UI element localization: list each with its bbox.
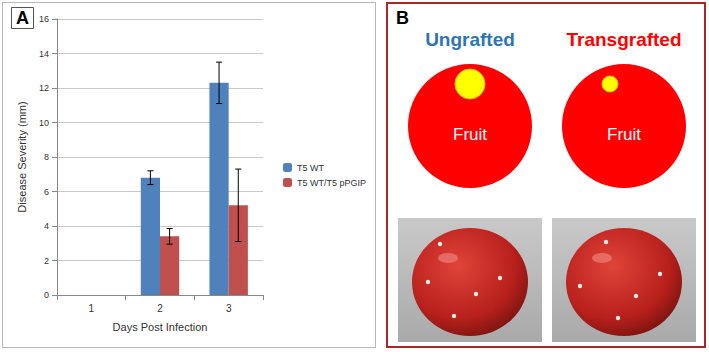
- svg-text:T5 WT/T5 pPGIP: T5 WT/T5 pPGIP: [297, 178, 366, 188]
- svg-text:B: B: [396, 8, 409, 28]
- svg-text:0: 0: [44, 290, 49, 300]
- svg-text:8: 8: [44, 152, 49, 162]
- svg-text:Fruit: Fruit: [453, 125, 487, 144]
- svg-text:1: 1: [89, 303, 95, 314]
- svg-text:16: 16: [39, 14, 49, 24]
- svg-text:12: 12: [39, 83, 49, 93]
- svg-text:A: A: [16, 8, 29, 28]
- svg-text:2: 2: [157, 303, 163, 314]
- svg-text:10: 10: [39, 118, 49, 128]
- svg-text:4: 4: [44, 221, 49, 231]
- svg-text:14: 14: [39, 49, 49, 59]
- svg-text:2: 2: [44, 256, 49, 266]
- svg-text:Transgrafted: Transgrafted: [566, 29, 681, 50]
- svg-text:Days Post Infection: Days Post Infection: [113, 321, 208, 333]
- svg-text:Ungrafted: Ungrafted: [425, 29, 515, 50]
- svg-text:T5 WT: T5 WT: [297, 163, 324, 173]
- svg-text:Disease Severity (mm): Disease Severity (mm): [16, 101, 28, 212]
- svg-text:3: 3: [226, 303, 232, 314]
- svg-text:Fruit: Fruit: [607, 125, 641, 144]
- svg-text:6: 6: [44, 187, 49, 197]
